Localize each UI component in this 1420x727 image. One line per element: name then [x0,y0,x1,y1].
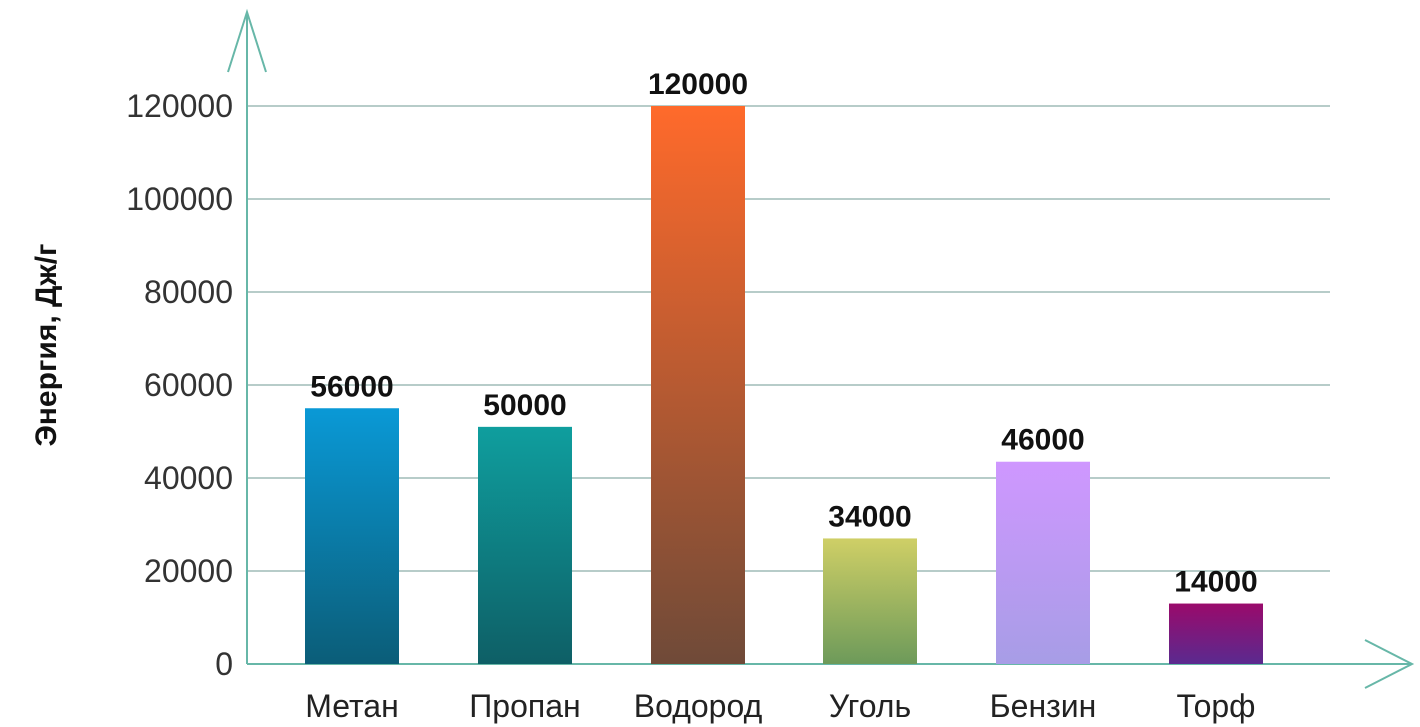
data-label: 34000 [828,500,911,533]
category-labels: Метан Пропан Водород Уголь Бензин Торф [305,688,1255,724]
category-label: Метан [305,688,399,724]
x-axis-arrow [1364,639,1415,689]
category-label: Водород [634,688,763,724]
y-tick-label: 120000 [126,88,233,124]
y-tick-label: 80000 [144,274,233,310]
data-label: 56000 [310,370,393,403]
data-label: 14000 [1174,566,1257,599]
data-label: 50000 [483,389,566,422]
bar-0 [305,408,399,664]
y-tick-label: 0 [215,646,233,682]
category-label: Бензин [990,688,1097,724]
y-tick-label: 100000 [126,181,233,217]
bar-4 [996,461,1090,664]
bar-5 [1169,603,1263,664]
data-label: 46000 [1001,424,1084,457]
category-label: Пропан [469,688,580,724]
data-labels: 56000 50000 120000 34000 46000 14000 [310,68,1257,599]
bar-2 [651,106,745,664]
category-label: Уголь [829,688,911,724]
y-tick-label: 20000 [144,553,233,589]
bar-1 [478,426,572,664]
y-axis-title: Энергия, Дж/г [30,243,63,446]
y-axis-arrow [227,8,267,73]
y-tick-label: 40000 [144,460,233,496]
bar-3 [823,538,917,664]
category-label: Торф [1177,688,1256,724]
y-tick-label: 60000 [144,367,233,403]
y-tick-labels: 0 20000 40000 60000 80000 100000 120000 [126,88,233,682]
bars [305,106,1263,664]
gridlines [247,105,1330,572]
data-label: 120000 [648,68,748,101]
